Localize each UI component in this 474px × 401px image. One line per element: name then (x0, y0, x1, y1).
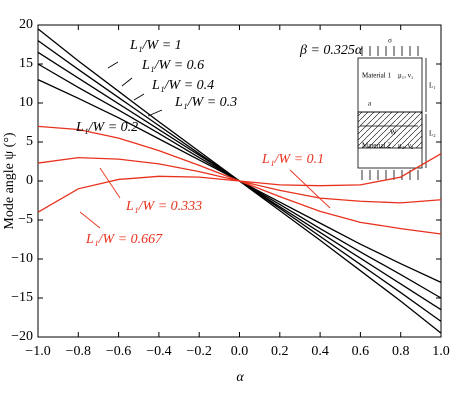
series-label: L₁/W = 0.3 (174, 95, 237, 110)
inset-label: L₂ (429, 130, 436, 138)
series-label: L₁/W = 0.6 (141, 58, 204, 73)
inset-label: Material 1 (362, 72, 391, 80)
x-tick-label: 0.4 (311, 344, 329, 359)
inset-arrows (360, 46, 427, 180)
leader-line (121, 77, 133, 87)
series-label: L₁/W = 0.2 (75, 120, 138, 135)
inset-hatch (357, 111, 423, 149)
y-tick-label: −15 (11, 290, 33, 305)
y-tick-label: −20 (11, 329, 33, 344)
annotation: β = 0.325α (299, 43, 363, 58)
series-line (37, 153, 442, 213)
inset-label: W (390, 129, 397, 137)
y-tick-label: 20 (19, 17, 33, 32)
leader-line (147, 109, 163, 117)
y-axis-label: Mode angle ψ (°) (2, 132, 17, 230)
y-tick-label: 15 (19, 56, 33, 71)
leader-line (133, 93, 145, 101)
leader-line (289, 169, 331, 209)
inset-label: μ₂, ν₂ (398, 142, 414, 150)
y-tick-label: 0 (26, 173, 33, 188)
series-label: L₁/W = 1 (129, 38, 182, 53)
series-label: L₁/W = 0.4 (151, 78, 214, 93)
y-tick-label: −10 (11, 251, 33, 266)
inset-label: σ (388, 37, 392, 45)
series-label: L₁/W = 0.1 (261, 152, 324, 167)
x-tick-label: −0.4 (146, 344, 171, 359)
leader-line (107, 61, 119, 69)
x-tick-label: 1.0 (432, 344, 450, 359)
y-tick-label: 10 (19, 95, 33, 110)
y-tick-label: −5 (18, 212, 33, 227)
inset (357, 46, 427, 180)
inset-label: μ₁, ν₁ (398, 72, 413, 80)
x-tick-label: −0.8 (66, 344, 91, 359)
series-label: L₁/W = 0.333 (125, 199, 202, 214)
inset-label: L₁ (429, 82, 436, 90)
leader-line (79, 211, 101, 229)
y-tick-label: 5 (26, 134, 33, 149)
x-tick-label: 0.8 (392, 344, 410, 359)
x-tick-label: 0.6 (352, 344, 370, 359)
x-tick-label: 0.2 (271, 344, 289, 359)
x-tick-label: 0.0 (231, 344, 249, 359)
leader-line (99, 167, 121, 199)
x-axis-label: α (236, 370, 244, 385)
series-label: L₁/W = 0.667 (85, 232, 163, 247)
x-tick-label: −1.0 (25, 344, 50, 359)
x-tick-label: −0.6 (106, 344, 131, 359)
x-tick-label: −0.2 (186, 344, 211, 359)
inset-label: Material 2 (362, 142, 391, 150)
inset-label: a (368, 100, 372, 108)
